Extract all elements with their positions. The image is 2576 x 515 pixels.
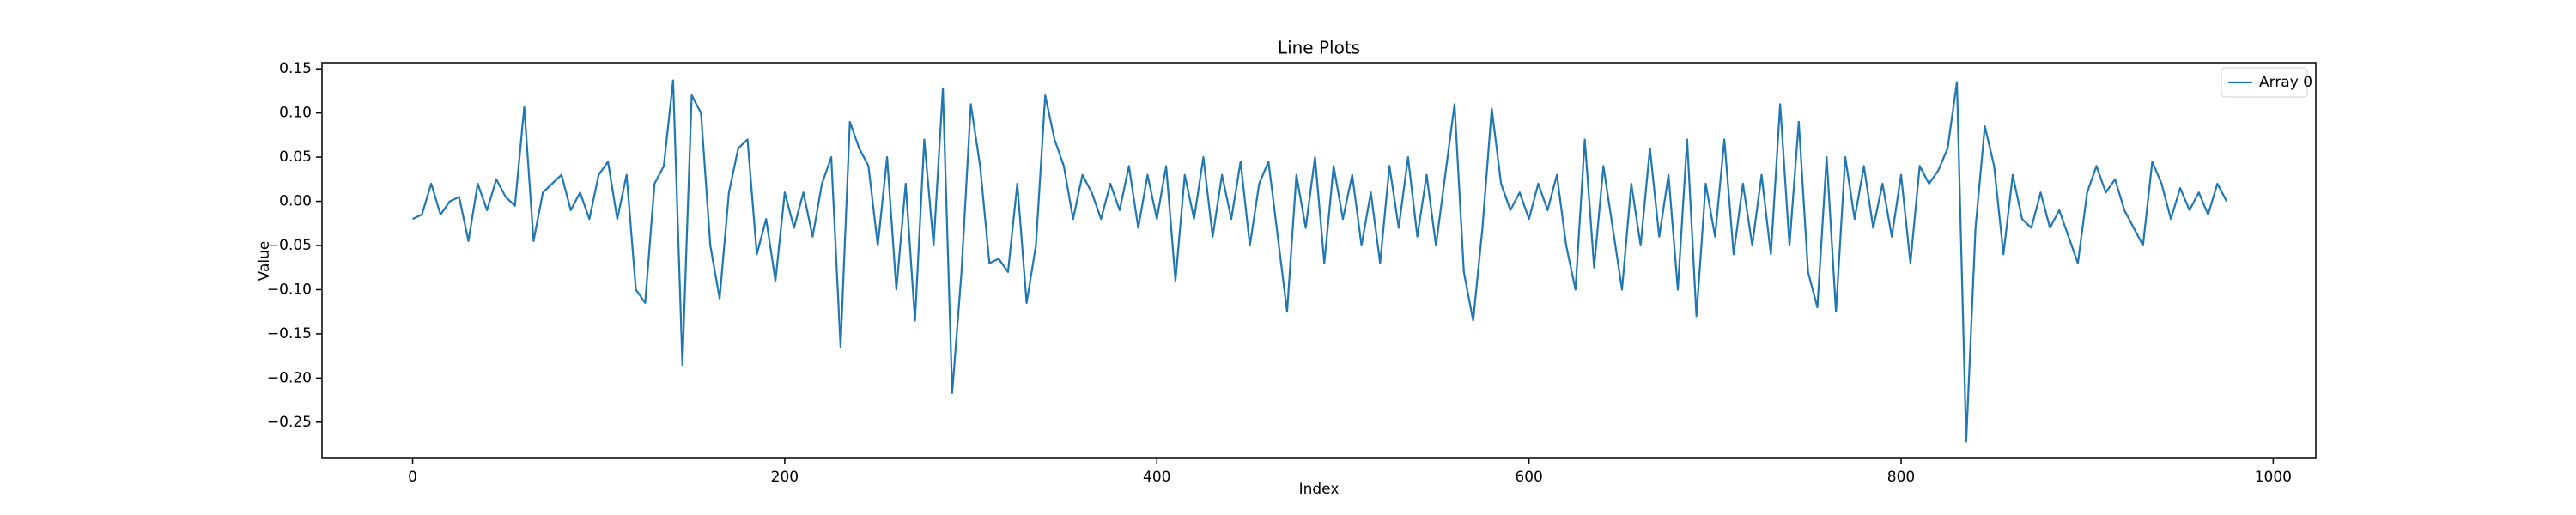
x-tick-label: 200 [771, 469, 799, 486]
y-tick-label: −0.10 [267, 281, 312, 298]
y-tick-label: 0.00 [279, 193, 312, 210]
chart-title: Line Plots [1278, 38, 1360, 58]
y-tick-label: 0.05 [279, 148, 312, 166]
legend-label: Array 0 [2259, 74, 2312, 91]
x-tick-label: 800 [1887, 469, 1915, 486]
y-tick-label: −0.20 [267, 369, 312, 386]
y-axis-label: Value [256, 241, 273, 282]
x-tick-label: 600 [1515, 469, 1542, 486]
x-tick-label: 0 [408, 469, 417, 486]
x-tick-label: 400 [1143, 469, 1170, 486]
y-tick-label: 0.15 [279, 60, 312, 77]
y-tick-label: 0.10 [279, 105, 312, 122]
x-tick-label: 1000 [2255, 469, 2292, 486]
y-tick-label: −0.15 [267, 325, 312, 342]
data-line [412, 79, 2228, 443]
legend-box [2221, 67, 2308, 98]
y-tick-label: −0.25 [267, 414, 312, 431]
plot-frame [321, 62, 2317, 459]
x-axis-label: Index [1299, 481, 1340, 498]
y-tick-label: −0.05 [267, 237, 312, 254]
